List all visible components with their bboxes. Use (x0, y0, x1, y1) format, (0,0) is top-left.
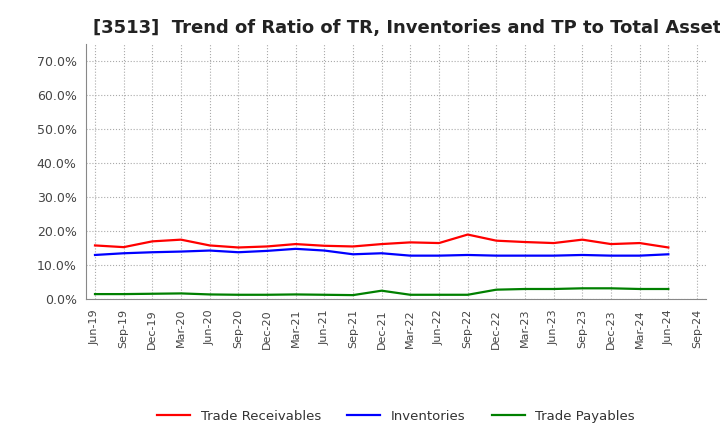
Trade Receivables (292, 242, 300, 247)
Inventories (578, 252, 587, 257)
Trade Receivables (435, 240, 444, 246)
Trade Receivables (406, 240, 415, 245)
Inventories (263, 248, 271, 253)
Legend: Trade Receivables, Inventories, Trade Payables: Trade Receivables, Inventories, Trade Pa… (150, 403, 642, 429)
Trade Payables (521, 286, 529, 292)
Trade Payables (120, 291, 128, 297)
Trade Receivables (664, 245, 672, 250)
Trade Receivables (521, 239, 529, 245)
Trade Payables (205, 292, 214, 297)
Trade Receivables (377, 242, 386, 247)
Inventories (91, 252, 99, 257)
Trade Receivables (549, 240, 558, 246)
Trade Payables (320, 292, 328, 297)
Trade Payables (664, 286, 672, 292)
Inventories (292, 246, 300, 252)
Trade Payables (578, 286, 587, 291)
Inventories (635, 253, 644, 258)
Trade Receivables (234, 245, 243, 250)
Trade Payables (148, 291, 157, 297)
Line: Trade Receivables: Trade Receivables (95, 235, 668, 247)
Trade Payables (549, 286, 558, 292)
Inventories (320, 248, 328, 253)
Inventories (521, 253, 529, 258)
Inventories (435, 253, 444, 258)
Trade Receivables (263, 244, 271, 249)
Trade Receivables (464, 232, 472, 237)
Trade Receivables (91, 243, 99, 248)
Trade Payables (406, 292, 415, 297)
Trade Payables (492, 287, 500, 292)
Trade Payables (292, 292, 300, 297)
Inventories (664, 252, 672, 257)
Trade Receivables (492, 238, 500, 243)
Trade Receivables (578, 237, 587, 242)
Trade Payables (377, 288, 386, 293)
Inventories (464, 252, 472, 257)
Trade Receivables (205, 243, 214, 248)
Trade Payables (176, 291, 185, 296)
Trade Payables (435, 292, 444, 297)
Trade Payables (607, 286, 616, 291)
Inventories (205, 248, 214, 253)
Inventories (492, 253, 500, 258)
Inventories (348, 252, 357, 257)
Inventories (234, 249, 243, 255)
Inventories (377, 251, 386, 256)
Text: [3513]  Trend of Ratio of TR, Inventories and TP to Total Assets: [3513] Trend of Ratio of TR, Inventories… (93, 19, 720, 37)
Trade Payables (464, 292, 472, 297)
Trade Receivables (320, 243, 328, 249)
Trade Receivables (176, 237, 185, 242)
Trade Receivables (635, 240, 644, 246)
Trade Receivables (348, 244, 357, 249)
Trade Payables (635, 286, 644, 292)
Trade Receivables (607, 242, 616, 247)
Trade Payables (348, 293, 357, 298)
Trade Payables (234, 292, 243, 297)
Trade Payables (91, 291, 99, 297)
Trade Receivables (120, 245, 128, 250)
Trade Receivables (148, 239, 157, 244)
Inventories (148, 249, 157, 255)
Line: Trade Payables: Trade Payables (95, 288, 668, 295)
Inventories (176, 249, 185, 254)
Line: Inventories: Inventories (95, 249, 668, 256)
Inventories (607, 253, 616, 258)
Inventories (120, 251, 128, 256)
Inventories (406, 253, 415, 258)
Inventories (549, 253, 558, 258)
Trade Payables (263, 292, 271, 297)
